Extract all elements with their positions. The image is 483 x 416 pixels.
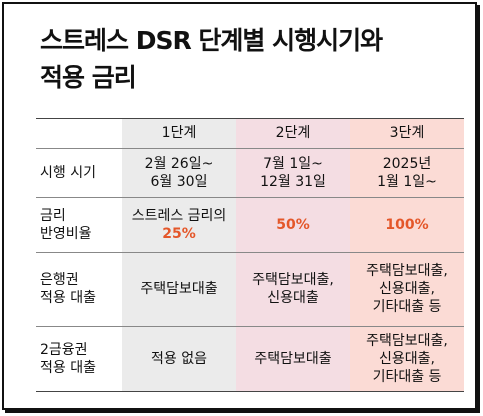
page-title: 스트레스 DSR 단계별 시행시기와 적용 금리	[40, 22, 383, 96]
rate-ratio-stage-2: 50%	[276, 216, 310, 233]
title-line-2: 적용 금리	[40, 63, 137, 92]
secondary-loans-stage-2: 주택담보대출	[254, 350, 332, 367]
dsr-stage-table: 1단계 2단계 3단계 시행 시기 2월 26일~ 6월 30일 7월 1일~ …	[36, 118, 464, 392]
title-line-1: 스트레스 DSR 단계별 시행시기와	[40, 26, 383, 55]
table-rule	[36, 118, 464, 119]
bank-loans-stage-3: 주택담보대출, 신용대출, 기타대출 등	[366, 263, 448, 315]
row-label-bank-loans: 은행권 적용 대출	[40, 272, 96, 306]
header-stage-3: 3단계	[389, 125, 425, 141]
header-stage-2: 2단계	[275, 125, 311, 141]
secondary-loans-stage-1: 적용 없음	[151, 350, 207, 367]
table-rule	[36, 252, 464, 253]
rate-ratio-stage-1: 스트레스 금리의 25%	[122, 197, 236, 252]
bank-loans-stage-2: 주택담보대출, 신용대출	[252, 272, 334, 306]
row-label-timing: 시행 시기	[40, 164, 96, 181]
rate-ratio-stage-3: 100%	[385, 216, 429, 233]
row-label-secondary-loans: 2금융권 적용 대출	[40, 341, 96, 376]
table-rule	[36, 391, 464, 392]
table-rule	[36, 197, 464, 198]
stage2-column-bg	[236, 118, 350, 392]
stage3-column-bg	[350, 118, 464, 392]
secondary-loans-stage-3: 주택담보대출, 신용대출, 기타대출 등	[366, 332, 448, 385]
timing-stage-3: 2025년 1월 1일~	[377, 155, 437, 190]
table-rule	[36, 326, 464, 327]
stage1-column-bg	[122, 118, 236, 392]
infographic-frame: 스트레스 DSR 단계별 시행시기와 적용 금리 1단계 2단계 3단계 시행 …	[2, 2, 477, 410]
table-rule	[36, 148, 464, 149]
timing-stage-1: 2월 26일~ 6월 30일	[144, 155, 214, 190]
timing-stage-2: 7월 1일~ 12월 31일	[260, 155, 326, 190]
header-stage-1: 1단계	[161, 125, 197, 141]
rate-ratio-stage-1-value: 25%	[162, 225, 196, 242]
bank-loans-stage-1: 주택담보대출	[140, 281, 218, 297]
rate-ratio-stage-1-text: 스트레스 금리의	[131, 207, 227, 224]
row-label-rate-ratio: 금리 반영비율	[40, 207, 92, 242]
